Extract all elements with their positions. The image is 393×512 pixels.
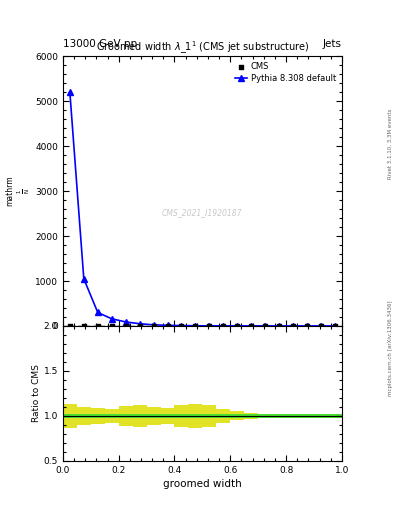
Pythia 8.308 default: [291, 323, 296, 329]
CMS: [178, 322, 185, 330]
CMS: [67, 322, 73, 330]
Text: 13000 GeV pp: 13000 GeV pp: [63, 38, 137, 49]
Pythia 8.308 default: [109, 316, 114, 322]
Pythia 8.308 default: [151, 322, 156, 328]
CMS: [276, 322, 282, 330]
Pythia 8.308 default: [332, 323, 337, 329]
CMS: [192, 322, 198, 330]
CMS: [136, 322, 143, 330]
CMS: [290, 322, 296, 330]
Pythia 8.308 default: [305, 323, 309, 329]
Text: mcplots.cern.ch [arXiv:1306.3436]: mcplots.cern.ch [arXiv:1306.3436]: [388, 301, 393, 396]
CMS: [151, 322, 157, 330]
Pythia 8.308 default: [235, 323, 240, 329]
Pythia 8.308 default: [165, 322, 170, 328]
Text: CMS_2021_I1920187: CMS_2021_I1920187: [162, 208, 242, 217]
CMS: [234, 322, 241, 330]
Pythia 8.308 default: [123, 319, 128, 325]
CMS: [220, 322, 226, 330]
Y-axis label: Ratio to CMS: Ratio to CMS: [32, 365, 41, 422]
Pythia 8.308 default: [249, 323, 253, 329]
Pythia 8.308 default: [319, 323, 323, 329]
CMS: [164, 322, 171, 330]
CMS: [108, 322, 115, 330]
Pythia 8.308 default: [193, 323, 198, 329]
CMS: [95, 322, 101, 330]
Pythia 8.308 default: [207, 323, 212, 329]
Title: Groomed width $\lambda\_1^1$ (CMS jet substructure): Groomed width $\lambda\_1^1$ (CMS jet su…: [95, 40, 309, 56]
Line: Pythia 8.308 default: Pythia 8.308 default: [67, 90, 338, 329]
CMS: [206, 322, 213, 330]
Pythia 8.308 default: [179, 323, 184, 329]
CMS: [332, 322, 338, 330]
CMS: [81, 322, 87, 330]
Pythia 8.308 default: [68, 89, 72, 95]
Y-axis label: mathrm
d $p_T$
mathrm
d $\lambda$
mathrm
$\mathrm{d}^2\mathrm{N}$
mathrm
$\frac{: mathrm d $p_T$ mathrm d $\lambda$ mathrm…: [0, 176, 32, 206]
Pythia 8.308 default: [137, 321, 142, 327]
Pythia 8.308 default: [95, 309, 100, 315]
CMS: [123, 322, 129, 330]
X-axis label: groomed width: groomed width: [163, 479, 242, 489]
Pythia 8.308 default: [81, 275, 86, 282]
CMS: [304, 322, 310, 330]
Text: Jets: Jets: [323, 38, 342, 49]
Pythia 8.308 default: [263, 323, 268, 329]
Legend: CMS, Pythia 8.308 default: CMS, Pythia 8.308 default: [231, 59, 340, 86]
Pythia 8.308 default: [221, 323, 226, 329]
Text: Rivet 3.1.10, 3.3M events: Rivet 3.1.10, 3.3M events: [388, 108, 393, 179]
CMS: [262, 322, 268, 330]
CMS: [248, 322, 254, 330]
CMS: [318, 322, 324, 330]
Pythia 8.308 default: [277, 323, 281, 329]
